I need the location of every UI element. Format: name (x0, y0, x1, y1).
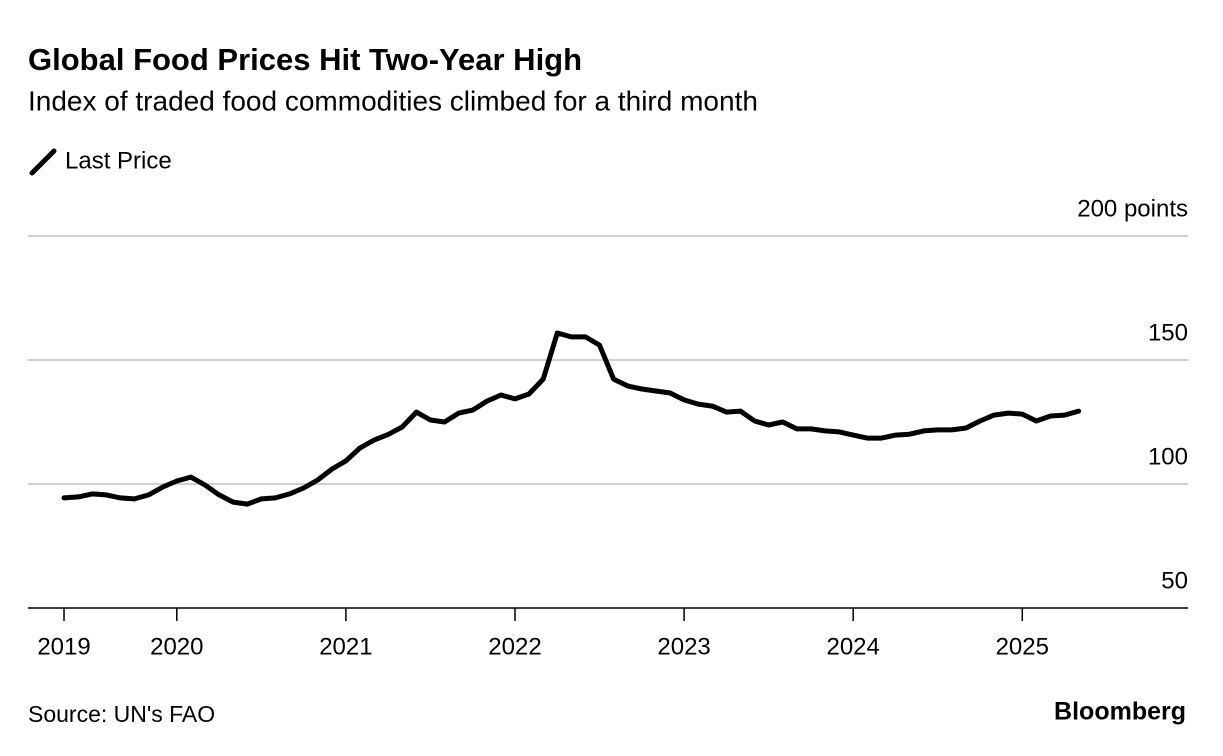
y-tick-label: 200 points (1077, 195, 1188, 222)
x-tick-label: 2024 (826, 633, 879, 660)
x-tick-label: 2019 (37, 633, 90, 660)
line-series (61, 330, 1082, 507)
x-tick-label: 2020 (150, 633, 203, 660)
legend-label: Last Price (65, 147, 172, 174)
brand: Bloomberg (1054, 698, 1186, 726)
y-tick-label: 100 (1148, 443, 1188, 470)
y-tick-label: 150 (1148, 319, 1188, 346)
chart-title: Global Food Prices Hit Two-Year High (28, 42, 582, 77)
x-tick-label: 2025 (996, 633, 1049, 660)
x-tick-label: 2021 (319, 633, 372, 660)
source: Source: UN's FAO (28, 701, 215, 727)
y-tick-label: 50 (1161, 567, 1188, 594)
x-tick-label: 2023 (657, 633, 710, 660)
legend-swatch (29, 148, 57, 176)
chart-subtitle: Index of traded food commodities climbed… (28, 85, 758, 116)
x-tick-label: 2022 (488, 633, 541, 660)
